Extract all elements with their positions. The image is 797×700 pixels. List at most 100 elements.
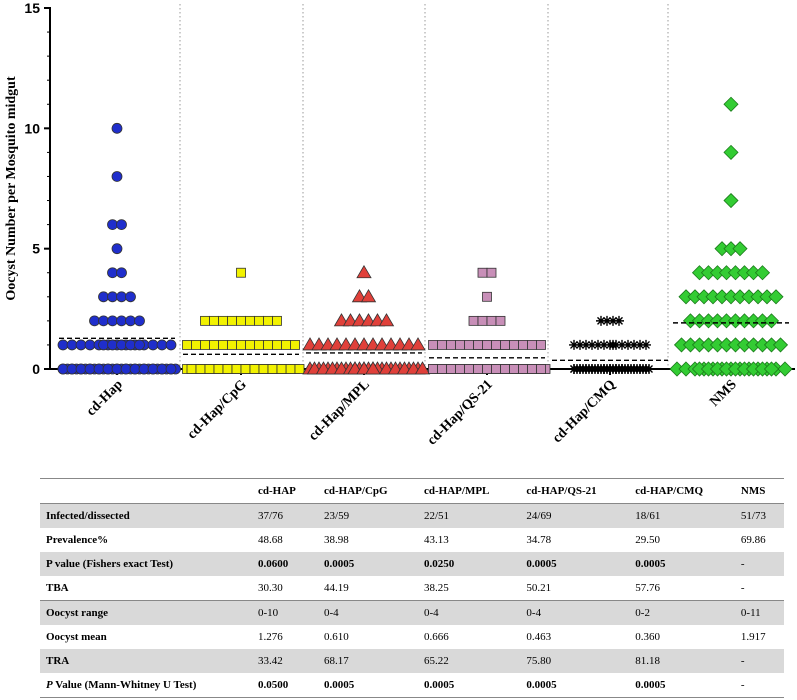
- data-point: [186, 364, 197, 374]
- data-point: [156, 363, 168, 375]
- row-label: P value (Fishers exact Test): [46, 558, 174, 570]
- data-point: [294, 364, 305, 374]
- table-cell: 50.21: [526, 582, 552, 594]
- column-header: cd-HAP/MPL: [424, 485, 490, 497]
- data-point: [263, 340, 273, 350]
- data-point: [464, 340, 474, 350]
- data-point: [768, 289, 784, 305]
- table-row: P Value (Mann-Whitney U Test) 0.0500 0.000…: [40, 673, 784, 698]
- data-point: [165, 339, 177, 351]
- table-cell: 33.42: [258, 655, 283, 667]
- data-point: [732, 241, 748, 257]
- table-row: TBA 30.30 44.19 38.25 50.21 57.76 -: [40, 576, 784, 601]
- row-label: Oocyst mean: [46, 631, 107, 643]
- table-cell: 24/69: [526, 510, 552, 522]
- data-point: [477, 315, 488, 326]
- oocyst-chart: 0 5 10 15 Oocyst Number per Mosquito midgut c…: [4, 0, 795, 448]
- y-tick-label: 5: [32, 241, 40, 257]
- x-tick-label: cd-Hap/CpG: [185, 377, 250, 442]
- series-cd-hap-cmq: [569, 315, 654, 374]
- column-header: cd-HAP/CMQ: [635, 485, 704, 497]
- data-point: [437, 340, 447, 350]
- table-cell: 30.30: [258, 582, 283, 594]
- data-point: [518, 364, 528, 374]
- data-point: [581, 364, 591, 374]
- y-axis-label: Oocyst Number per Mosquito midgut: [4, 76, 19, 301]
- data-point: [218, 315, 228, 326]
- data-point: [111, 243, 123, 255]
- table-cell: 34.78: [526, 534, 552, 546]
- data-point: [107, 219, 118, 231]
- data-point: [464, 364, 474, 374]
- table-cell: 0-11: [740, 607, 761, 619]
- table-cell: 44.19: [324, 582, 349, 594]
- table-cell: 1.917: [740, 631, 766, 643]
- data-point: [222, 364, 233, 374]
- series-nms: [669, 96, 793, 377]
- table-cell: 43.13: [424, 534, 449, 546]
- data-point: [134, 315, 145, 327]
- table-cell: 0.0600: [258, 558, 289, 570]
- data-point: [410, 337, 426, 351]
- data-point: [473, 340, 483, 350]
- data-point: [414, 361, 431, 375]
- data-point: [575, 364, 585, 374]
- column-header: cd-HAP/CpG: [324, 485, 388, 497]
- data-point: [491, 340, 501, 350]
- data-point: [509, 340, 519, 350]
- data-point: [614, 315, 624, 326]
- data-point: [245, 315, 255, 326]
- data-point: [276, 364, 287, 374]
- data-point: [209, 315, 219, 326]
- row-label: Prevalence%: [46, 534, 109, 546]
- table-cell: 0-4: [324, 607, 339, 619]
- table-cell: 65.22: [424, 655, 449, 667]
- table-cell: 0.0005: [526, 558, 557, 570]
- data-point: [605, 364, 615, 374]
- data-point: [641, 339, 651, 350]
- data-point: [360, 289, 377, 303]
- table-cell: 0-4: [526, 607, 542, 619]
- data-point: [437, 364, 447, 374]
- data-point: [102, 363, 114, 375]
- row-label: TBA: [46, 582, 69, 594]
- data-point: [107, 291, 118, 303]
- data-point: [378, 313, 395, 327]
- table-cell: 0.0005: [324, 558, 355, 570]
- table-cell: 0.0005: [424, 679, 455, 691]
- data-point: [772, 337, 789, 353]
- series-cd-hap-cpg: [182, 267, 305, 374]
- data-point: [125, 291, 136, 303]
- data-point: [536, 340, 546, 350]
- data-point: [125, 339, 136, 351]
- data-point: [763, 313, 780, 329]
- column-header: cd-HAP/QS-21: [526, 485, 597, 497]
- data-point: [272, 340, 282, 350]
- data-point: [629, 364, 639, 374]
- table-cell: -: [740, 679, 745, 691]
- data-point: [240, 364, 251, 374]
- data-point: [587, 364, 597, 374]
- table-cell: 0.360: [635, 631, 661, 643]
- data-point: [107, 339, 118, 351]
- table-row: Prevalence% 48.68 38.98 43.13 34.78 29.50 69.8…: [40, 528, 784, 552]
- data-point: [777, 361, 793, 377]
- table-cell: 0.0005: [324, 679, 355, 691]
- data-point: [602, 315, 612, 326]
- data-point: [608, 315, 618, 326]
- data-point: [629, 339, 639, 350]
- data-point: [593, 339, 603, 350]
- data-point: [486, 315, 497, 326]
- data-point: [107, 267, 118, 279]
- table-cell: 38.98: [324, 534, 349, 546]
- data-point: [623, 364, 633, 374]
- data-point: [138, 363, 150, 375]
- data-point: [98, 339, 109, 351]
- data-point: [723, 144, 739, 160]
- data-point: [635, 339, 645, 350]
- data-point: [491, 364, 501, 374]
- data-point: [617, 339, 627, 350]
- results-table: cd-HAP cd-HAP/CpG cd-HAP/MPL cd-HAP/QS-21 cd…: [40, 478, 784, 698]
- data-point: [227, 315, 237, 326]
- table-cell: 22/51: [424, 510, 450, 522]
